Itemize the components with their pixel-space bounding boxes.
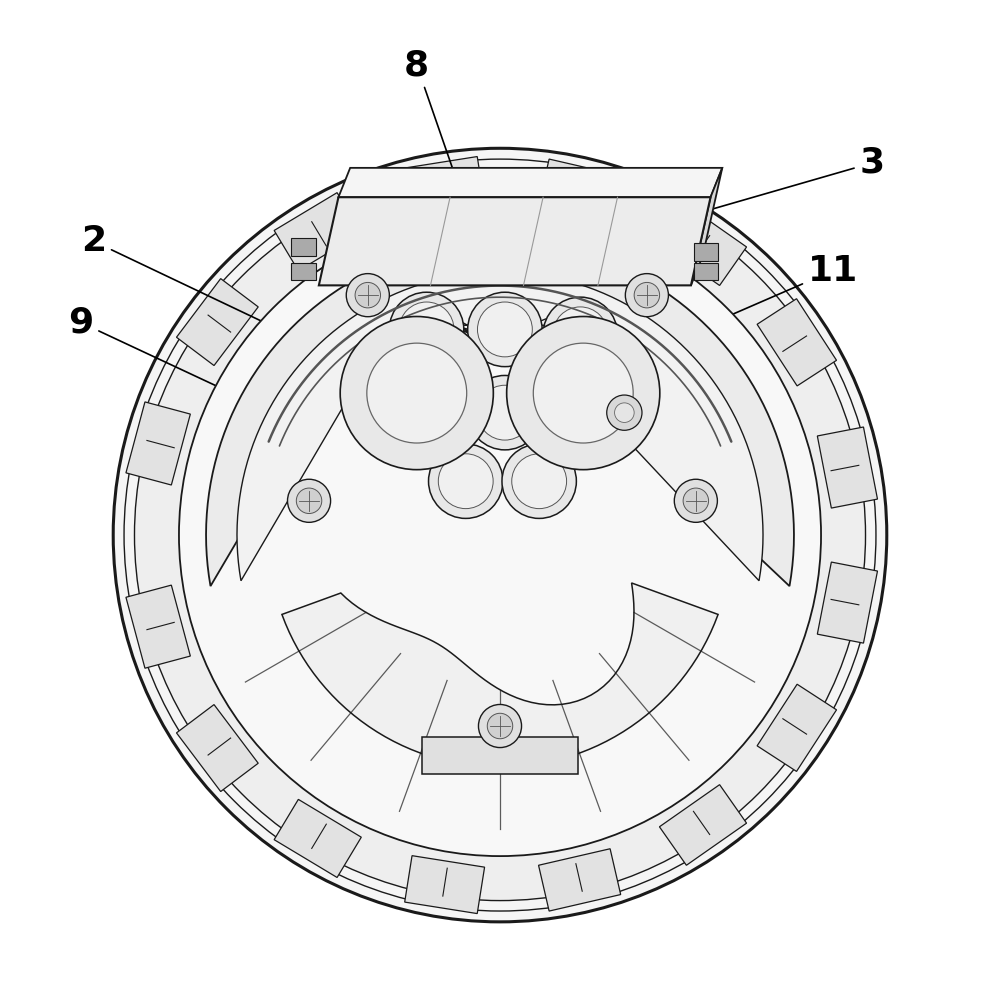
Text: 8: 8: [404, 48, 468, 212]
Polygon shape: [319, 197, 711, 286]
Circle shape: [615, 403, 634, 422]
Circle shape: [674, 479, 717, 522]
Circle shape: [553, 307, 608, 361]
Polygon shape: [274, 799, 361, 878]
Circle shape: [477, 302, 532, 356]
FancyBboxPatch shape: [422, 736, 578, 774]
Text: 3: 3: [671, 146, 885, 221]
Circle shape: [429, 444, 503, 518]
Circle shape: [553, 385, 608, 440]
Circle shape: [134, 170, 866, 900]
Circle shape: [179, 214, 821, 856]
Circle shape: [507, 316, 660, 469]
Text: 11: 11: [693, 253, 858, 331]
Polygon shape: [237, 272, 763, 580]
Bar: [694, 244, 718, 261]
Polygon shape: [126, 585, 190, 668]
Circle shape: [533, 343, 633, 443]
Polygon shape: [757, 684, 837, 772]
Circle shape: [512, 454, 567, 509]
Circle shape: [355, 283, 381, 308]
Polygon shape: [405, 156, 485, 214]
Polygon shape: [206, 242, 794, 586]
Circle shape: [288, 479, 331, 522]
Circle shape: [487, 713, 513, 738]
Polygon shape: [659, 785, 747, 865]
Polygon shape: [757, 299, 837, 386]
Polygon shape: [176, 705, 258, 791]
Circle shape: [367, 343, 467, 443]
Circle shape: [543, 298, 618, 371]
Circle shape: [502, 444, 576, 518]
Bar: [291, 263, 316, 281]
Bar: [291, 239, 316, 256]
Circle shape: [340, 316, 493, 469]
Polygon shape: [282, 583, 718, 767]
Circle shape: [399, 302, 454, 356]
Circle shape: [296, 488, 322, 514]
Circle shape: [477, 385, 532, 440]
Circle shape: [438, 454, 493, 509]
Polygon shape: [338, 168, 722, 197]
Circle shape: [113, 148, 887, 922]
Polygon shape: [659, 205, 747, 286]
Circle shape: [478, 704, 522, 747]
Circle shape: [468, 375, 542, 450]
Polygon shape: [405, 855, 485, 913]
Polygon shape: [817, 562, 877, 643]
Circle shape: [543, 375, 618, 450]
Polygon shape: [274, 192, 361, 271]
Bar: [694, 263, 718, 281]
Circle shape: [389, 375, 464, 450]
Text: 9: 9: [68, 305, 275, 413]
Circle shape: [399, 385, 454, 440]
Circle shape: [346, 274, 389, 317]
Circle shape: [625, 274, 668, 317]
Text: 2: 2: [81, 224, 311, 345]
Polygon shape: [539, 159, 621, 221]
Circle shape: [634, 283, 660, 308]
Polygon shape: [691, 168, 722, 286]
Polygon shape: [817, 427, 877, 508]
Polygon shape: [176, 279, 258, 365]
Circle shape: [607, 395, 642, 430]
Polygon shape: [126, 402, 190, 485]
Polygon shape: [539, 848, 621, 911]
Circle shape: [683, 488, 709, 514]
Circle shape: [389, 293, 464, 366]
Circle shape: [468, 293, 542, 366]
